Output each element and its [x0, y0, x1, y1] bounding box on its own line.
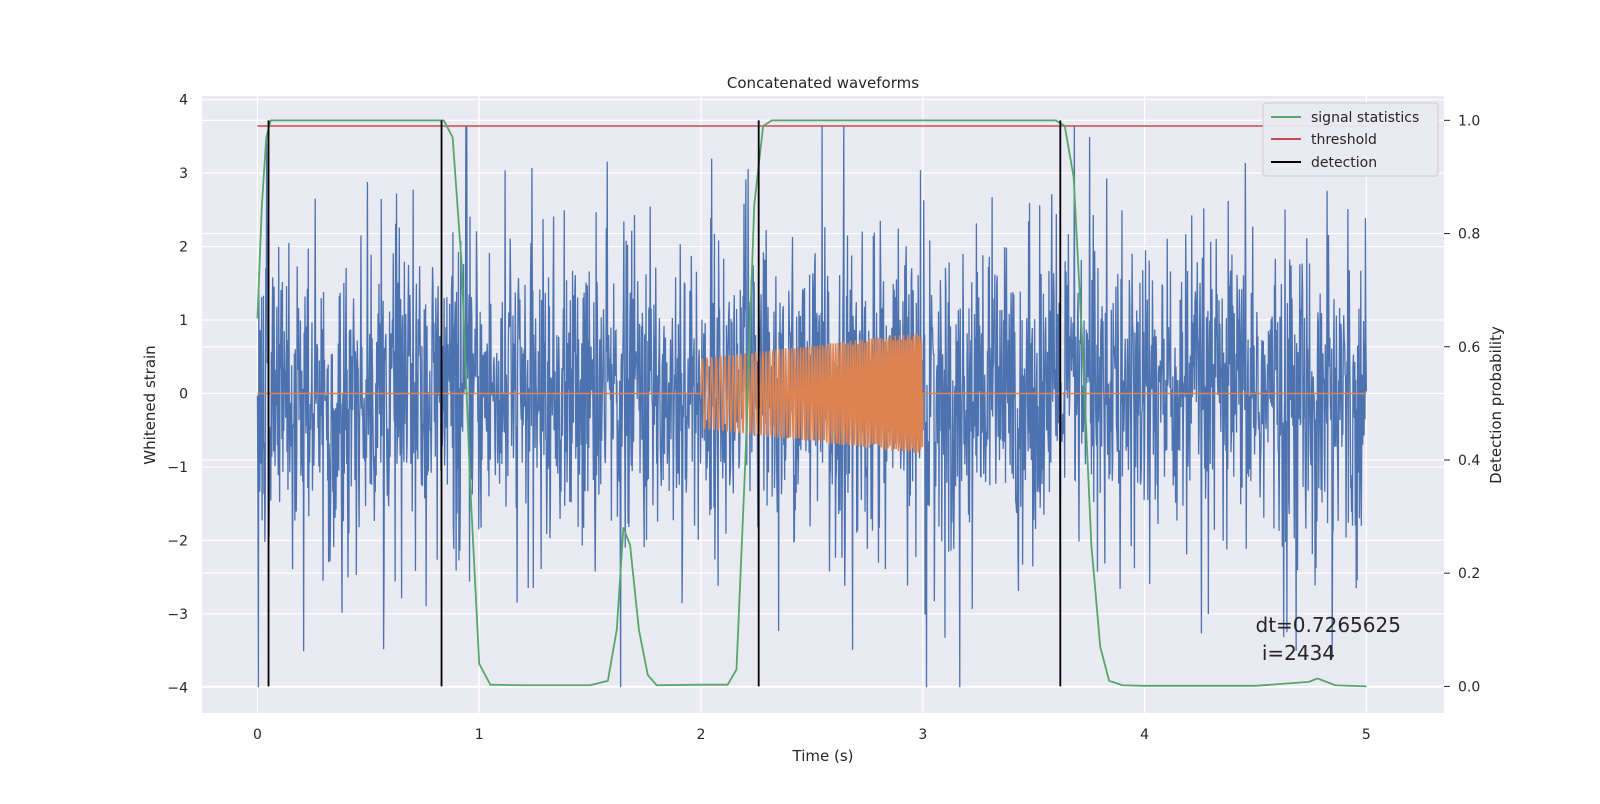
- axis-layer: 0 1 2 3 4 5 −4 −3 −2 −1 0 1 2 3 4 0.0 0.2 0.4 0.6 0.8 1.0: [167, 93, 1480, 743]
- y-tick-label: −2: [167, 533, 188, 549]
- series-layer: [256, 119, 1368, 688]
- series-waveform: [257, 333, 1367, 454]
- x-tick-label: 1: [475, 727, 484, 743]
- y2-tick-label: 0.8: [1458, 227, 1480, 243]
- y-axis-label: Whitened strain: [141, 345, 159, 464]
- y-tick-label: 3: [179, 166, 188, 182]
- legend-box: [1262, 102, 1439, 177]
- x-tick-label: 5: [1362, 727, 1371, 743]
- y2-axis-label: Detection probability: [1487, 326, 1505, 484]
- y-tick-label: −1: [167, 460, 188, 476]
- x-tick-label: 0: [253, 727, 262, 743]
- legend-label-signal-statistics: signal statistics: [1311, 110, 1419, 126]
- annotation-i: i=2434: [1256, 641, 1336, 665]
- x-tick-label: 3: [918, 727, 927, 743]
- chart-title: Concatenated waveforms: [727, 74, 919, 92]
- x-axis-label: Time (s): [792, 747, 854, 765]
- y2-tick-label: 1.0: [1458, 113, 1480, 129]
- y-tick-label: 1: [179, 313, 188, 329]
- x-tick-label: 4: [1140, 727, 1149, 743]
- y2-tick-label: 0.4: [1458, 453, 1480, 469]
- y2-tick-label: 0.2: [1458, 566, 1480, 582]
- y-tick-label: −4: [167, 680, 188, 696]
- y-tick-label: −3: [167, 607, 188, 623]
- y2-tick-label: 0.0: [1458, 679, 1480, 695]
- legend-label-detection: detection: [1311, 155, 1377, 171]
- y-tick-label: 2: [179, 240, 188, 256]
- series-signal-statistics: [256, 119, 1367, 688]
- y-tick-label: 4: [179, 93, 188, 109]
- annotation-dt: dt=0.7265625: [1256, 613, 1401, 637]
- x-tick-label: 2: [697, 727, 706, 743]
- legend-label-threshold: threshold: [1311, 132, 1377, 148]
- y2-tick-label: 0.6: [1458, 340, 1480, 356]
- legend: signal statistics threshold detection: [1262, 102, 1439, 177]
- y-tick-label: 0: [179, 386, 188, 402]
